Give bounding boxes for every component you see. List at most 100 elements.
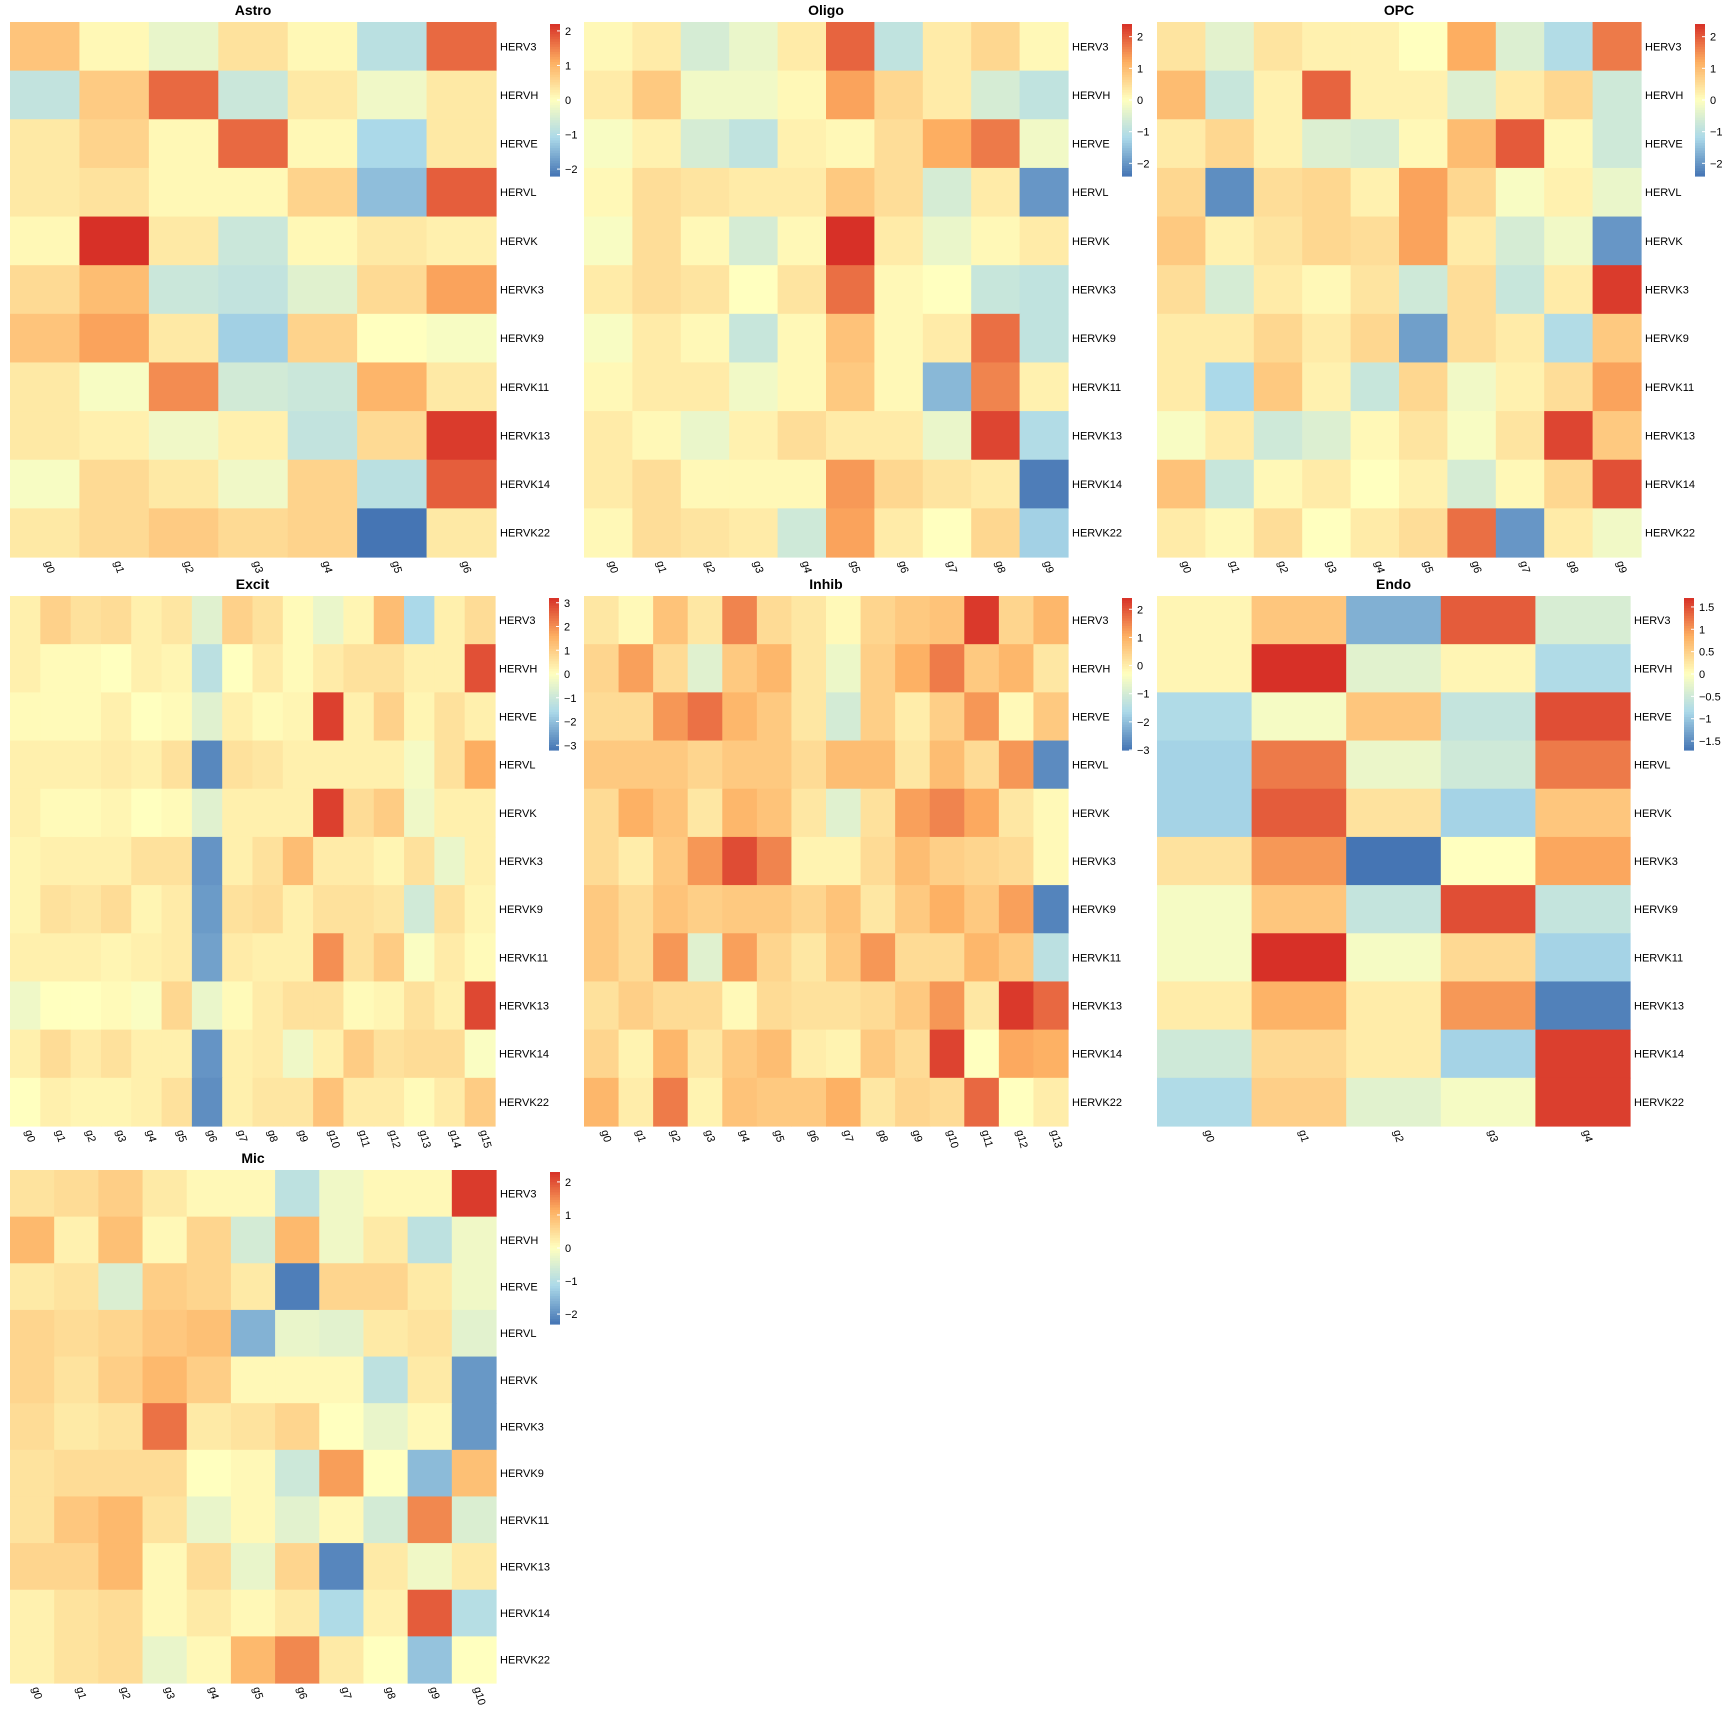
legend-gradient-step — [1684, 638, 1694, 642]
heatmap-cell — [1019, 362, 1069, 412]
legend-gradient-step — [550, 163, 560, 167]
legend-gradient-step — [1695, 94, 1705, 99]
heatmap-cell — [148, 411, 219, 461]
legend-gradient-step — [1122, 598, 1132, 602]
heatmap-cell — [653, 981, 689, 1031]
heatmap-cell — [826, 740, 862, 790]
legend-tick-label: −1 — [565, 1276, 578, 1288]
legend-gradient-step — [1695, 158, 1705, 162]
heatmap-cell — [1535, 644, 1631, 693]
legend-gradient-step — [1684, 661, 1694, 665]
legend-gradient-step — [1122, 62, 1132, 66]
row-label: HERVK13 — [1645, 430, 1695, 442]
legend-gradient-step — [549, 691, 559, 695]
legend-gradient-step — [549, 676, 559, 680]
heatmap-cell — [1592, 411, 1642, 461]
heatmap-cell — [363, 1496, 409, 1544]
legend-gradient-step — [1122, 658, 1132, 662]
column-label: g3 — [751, 560, 766, 575]
column-label: g12 — [386, 1129, 402, 1150]
legend-gradient-step — [549, 618, 559, 622]
legend-gradient-step — [1695, 87, 1705, 91]
heatmap-cell — [729, 265, 779, 315]
legend-gradient-step — [1122, 122, 1132, 126]
heatmap-cell — [1350, 459, 1400, 509]
legend-gradient-step — [1684, 600, 1694, 604]
legend-gradient-step — [550, 1237, 560, 1241]
heatmap-cell — [1302, 70, 1352, 120]
legend-gradient-step — [549, 638, 559, 642]
legend-gradient-step — [1684, 686, 1694, 690]
legend-gradient-step — [1122, 132, 1132, 137]
heatmap-cell — [874, 216, 924, 266]
legend-gradient-step — [1122, 89, 1132, 93]
legend-gradient-step — [549, 684, 559, 688]
heatmap-cell — [1399, 265, 1448, 315]
heatmap-cell — [218, 265, 289, 315]
legend-gradient-step — [550, 130, 560, 134]
heatmap-cell — [1253, 22, 1303, 72]
heatmap-cell — [1251, 1029, 1347, 1079]
legend-gradient-step — [1122, 158, 1132, 162]
heatmap-cell — [1399, 70, 1448, 120]
heatmap-cell — [1302, 362, 1352, 412]
legend-gradient-step — [550, 56, 560, 61]
heatmap-cell — [929, 981, 965, 1031]
heatmap-cell — [373, 644, 405, 693]
column-label: g3 — [702, 1129, 717, 1144]
legend-gradient-step — [1122, 107, 1132, 111]
heatmap-cell — [1253, 362, 1303, 412]
row-label: HERV3 — [1072, 41, 1108, 53]
legend-gradient-step — [550, 1230, 560, 1234]
heatmap-cell — [1535, 1077, 1631, 1127]
row-label: HERVE — [499, 711, 537, 723]
legend-gradient-step — [549, 671, 559, 675]
heatmap-cell — [287, 508, 358, 558]
heatmap-cell — [79, 508, 150, 558]
legend-gradient-step — [550, 1215, 560, 1219]
heatmap-cell — [653, 692, 689, 742]
heatmap-cell — [252, 596, 284, 645]
heatmap-cell — [1019, 313, 1069, 364]
heatmap-cell — [426, 313, 497, 364]
legend-gradient-step — [1684, 610, 1694, 614]
heatmap-cell — [40, 692, 72, 742]
heatmap-cell — [1592, 70, 1642, 120]
heatmap-cell — [343, 836, 375, 886]
heatmap-cell — [1157, 885, 1253, 934]
legend-gradient-step — [550, 1268, 560, 1272]
heatmap-cell — [860, 692, 896, 742]
heatmap-cell — [1251, 885, 1347, 934]
row-label: HERVK14 — [1072, 1049, 1122, 1061]
heatmap-cell — [729, 119, 779, 169]
heatmap-cell — [964, 1029, 1000, 1079]
column-label: g0 — [1178, 560, 1193, 575]
column-label: g3 — [1485, 1129, 1500, 1144]
heatmap-cell — [1157, 119, 1206, 169]
heatmap-cell — [971, 167, 1021, 218]
heatmap-cell — [998, 644, 1035, 693]
row-label: HERVK — [1645, 236, 1683, 248]
row-label: HERVK13 — [1634, 1001, 1684, 1013]
legend-gradient-step — [550, 41, 560, 45]
legend-gradient-step — [1122, 633, 1132, 637]
legend-gradient-step — [550, 1273, 560, 1277]
heatmap-cell — [791, 1077, 827, 1127]
heatmap-cell — [1447, 70, 1497, 120]
legend-gradient-step — [1695, 155, 1705, 159]
heatmap-cell — [687, 692, 723, 742]
heatmap-cell — [434, 933, 466, 983]
legend-tick-label: −1 — [565, 130, 578, 142]
row-label: HERVK22 — [500, 1655, 550, 1667]
legend-gradient-step — [1684, 719, 1694, 723]
heatmap-cell — [1302, 265, 1352, 315]
heatmap-cell — [426, 167, 497, 218]
heatmap-cell — [1033, 933, 1069, 983]
row-label: HERVE — [500, 139, 538, 151]
legend-gradient-step — [550, 29, 560, 33]
legend-gradient-step — [1695, 67, 1705, 71]
heatmap-cell — [54, 1589, 99, 1637]
heatmap-cell — [874, 313, 924, 364]
heatmap-cell — [186, 1170, 232, 1218]
legend-gradient-step — [1122, 26, 1132, 30]
